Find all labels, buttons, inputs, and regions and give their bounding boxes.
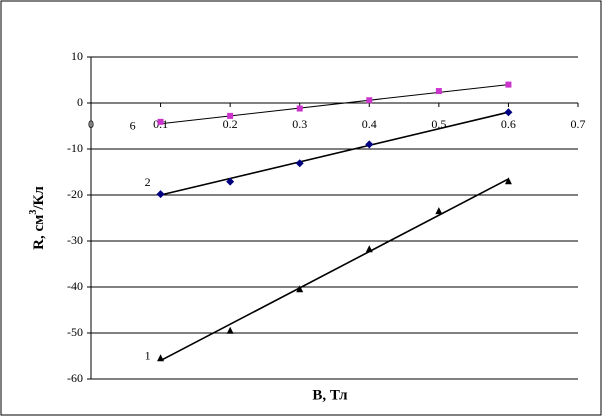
- x-tick-label: 0.7: [571, 117, 586, 131]
- y-tick-label: -20: [67, 187, 83, 201]
- trend-line: [160, 84, 509, 125]
- y-tick-label: -30: [67, 233, 83, 247]
- point: [504, 177, 512, 185]
- y-tick-label: -10: [67, 141, 83, 155]
- point: [226, 326, 234, 334]
- point: [226, 177, 235, 186]
- x-tick-label: 0: [88, 117, 94, 131]
- trend-line: [160, 111, 509, 196]
- x-tick-label: 0.3: [292, 117, 307, 131]
- point: [227, 112, 234, 119]
- y-axis-title: R, см3/Кл: [28, 186, 47, 250]
- point: [365, 245, 373, 253]
- y-tick-label: 10: [71, 49, 83, 63]
- point: [505, 81, 512, 88]
- y-tick-label: -50: [67, 325, 83, 339]
- point: [365, 140, 374, 149]
- x-tick-label: 0.2: [223, 117, 238, 131]
- x-axis-title: B, Тл: [312, 387, 348, 403]
- trend-line: [160, 178, 509, 362]
- series-label: 1: [145, 348, 151, 362]
- series-label: 2: [145, 175, 151, 189]
- y-tick-label: -60: [67, 371, 83, 385]
- point: [366, 97, 373, 104]
- y-tick-label: 0: [77, 95, 83, 109]
- point: [156, 190, 165, 199]
- point: [504, 108, 513, 117]
- series-label: 6: [130, 118, 136, 132]
- point: [435, 88, 442, 95]
- y-axis-title-rest: /Кл: [31, 186, 47, 211]
- y-axis-title-sup: 3: [28, 210, 39, 215]
- x-tick-label: 0.6: [501, 117, 516, 131]
- point: [296, 105, 303, 112]
- point: [296, 285, 304, 293]
- point: [295, 159, 304, 168]
- point: [157, 118, 164, 125]
- x-tick-label: 0.4: [362, 117, 377, 131]
- point: [435, 207, 443, 215]
- point: [157, 354, 165, 362]
- y-axis-title-text: R, см: [31, 215, 47, 250]
- y-tick-label: -40: [67, 279, 83, 293]
